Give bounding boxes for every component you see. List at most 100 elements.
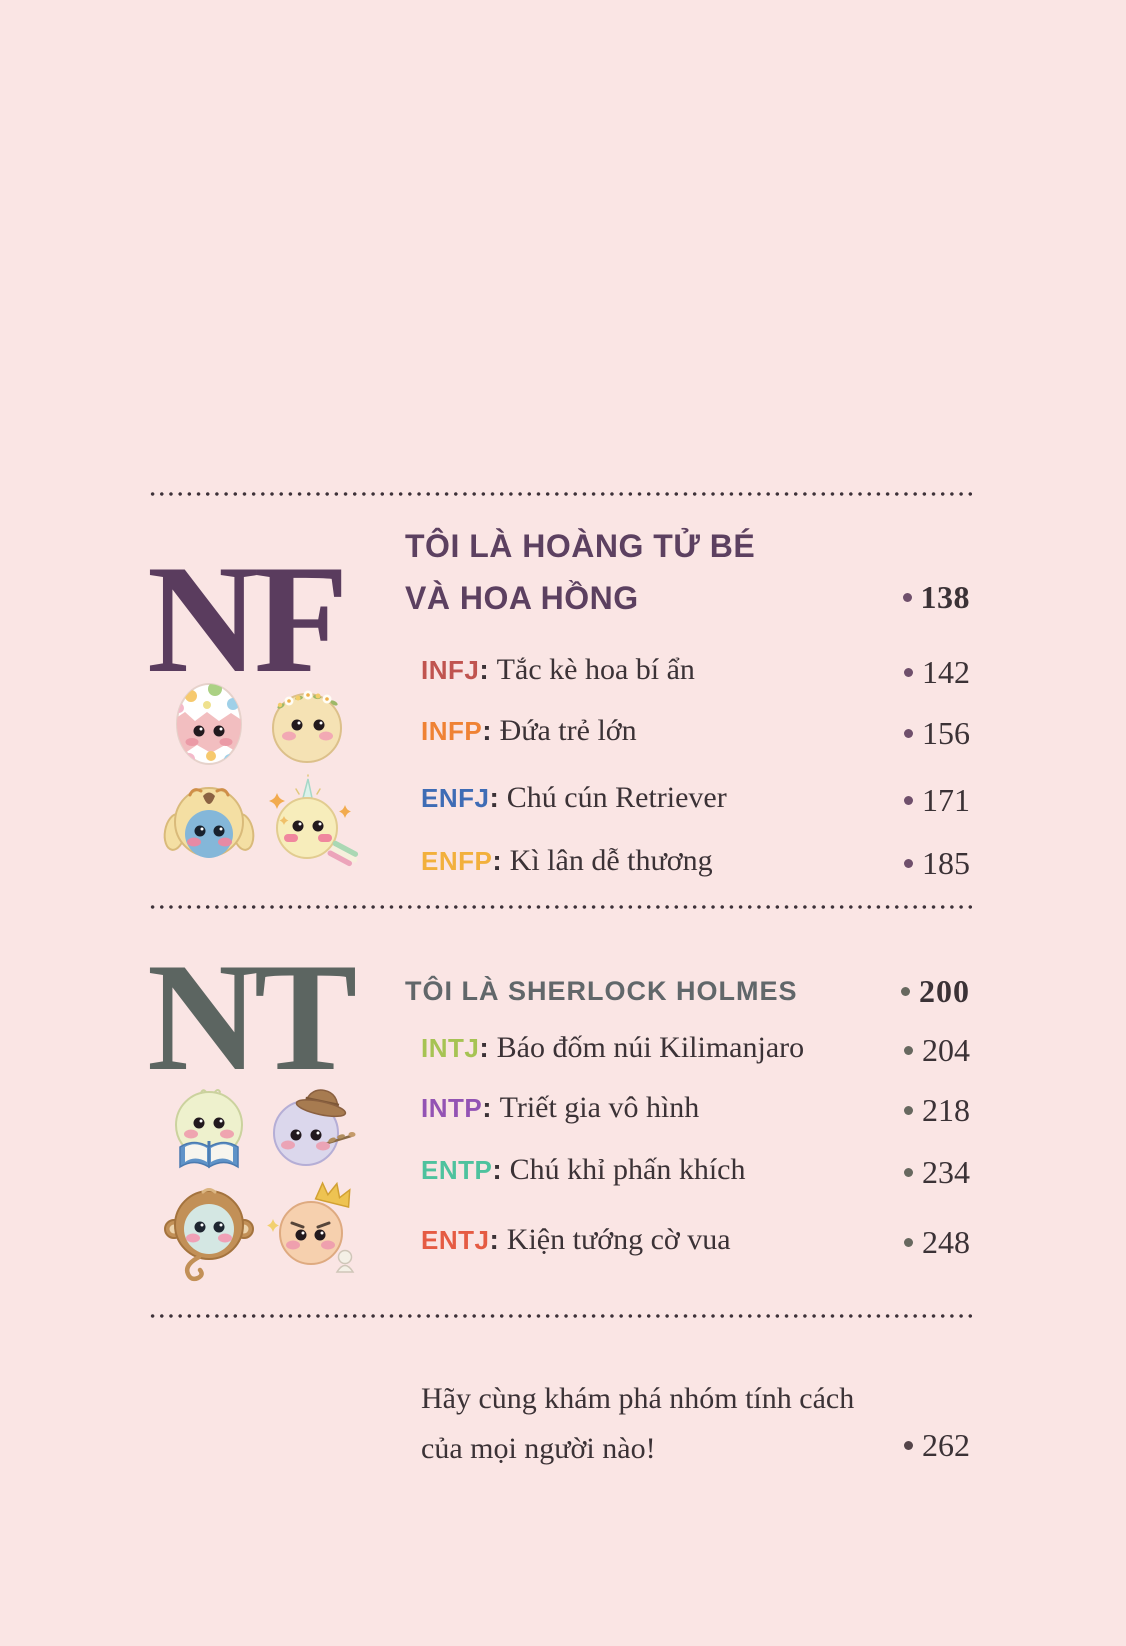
colon: :	[482, 714, 492, 746]
row-text: INFP: Đứa trẻ lớn	[421, 709, 637, 758]
page-number: 218	[922, 1091, 970, 1128]
colon: :	[489, 1223, 499, 1255]
item-title: Đứa trẻ lớn	[499, 713, 637, 747]
row-text: ENTP: Chú khỉ phấn khích	[421, 1148, 745, 1197]
colon: :	[479, 1031, 489, 1063]
toc-row-enfp[interactable]: ENFP: Kì lân dễ thương 185	[421, 841, 970, 885]
dotted-divider	[148, 491, 976, 497]
toc-row-intp[interactable]: INTP: Triết gia vô hình 218	[421, 1088, 970, 1132]
toc-row-entj[interactable]: ENTJ: Kiện tướng cờ vua 248	[421, 1220, 970, 1264]
nf-character-grid	[163, 676, 359, 867]
colon: :	[479, 653, 489, 685]
row-text: ENTJ: Kiện tướng cờ vua	[421, 1218, 731, 1267]
colon: :	[489, 781, 499, 813]
mbti-code: ENTJ	[421, 1224, 490, 1255]
pageref: 204	[904, 1032, 970, 1069]
entj-chess-king-icon	[261, 1177, 355, 1273]
item-title: Kì lân dễ thương	[509, 843, 713, 877]
row-text: INTJ: Báo đốm núi Kilimanjaro	[421, 1026, 804, 1075]
page-number: 234	[922, 1153, 970, 1190]
bullet-dot	[901, 986, 910, 996]
bullet-dot	[904, 1045, 913, 1055]
daisy	[322, 694, 332, 704]
page-number: 142	[922, 653, 970, 690]
bullet-dot	[904, 1167, 913, 1177]
toc-row-entp[interactable]: ENTP: Chú khỉ phấn khích 234	[421, 1150, 970, 1194]
item-title: Chú khỉ phấn khích	[509, 1152, 746, 1186]
page-number: 248	[922, 1223, 970, 1260]
mbti-code: ENFJ	[421, 782, 490, 813]
nt-character-grid	[163, 1079, 356, 1282]
pageref: 171	[904, 782, 970, 819]
toc-row-intj[interactable]: INTJ: Báo đốm núi Kilimanjaro 204	[421, 1028, 970, 1072]
pageref: 142	[904, 654, 970, 691]
row-text: ENFP: Kì lân dễ thương	[421, 839, 713, 888]
dotted-divider	[148, 904, 976, 910]
row-text: INTP: Triết gia vô hình	[421, 1086, 699, 1135]
group-letters-nf: NF	[147, 533, 349, 705]
nf-heading-line1: TÔI LÀ HOÀNG TỬ BÉ	[405, 528, 756, 564]
group-letters-nt: NT	[147, 931, 357, 1103]
nt-heading-pageref: 200	[901, 973, 970, 1010]
page-number: 171	[922, 781, 970, 818]
bullet-dot	[904, 667, 913, 677]
bullet-dot	[902, 593, 912, 602]
bullet-dot	[904, 1441, 913, 1450]
page-number: 200	[919, 972, 970, 1009]
bullet-dot	[904, 728, 913, 738]
item-title: Chú cún Retriever	[506, 780, 727, 814]
row-text: INFJ: Tắc kè hoa bí ẩn	[421, 648, 695, 697]
daisy	[284, 696, 294, 706]
page-number: 185	[922, 844, 970, 881]
page-number: 204	[922, 1031, 970, 1068]
pageref: 248	[904, 1224, 970, 1261]
chess-pawn	[335, 1249, 355, 1273]
colon: :	[492, 1153, 502, 1185]
bullet-dot	[904, 1237, 913, 1247]
daisy	[303, 690, 313, 700]
pageref: 156	[904, 715, 970, 752]
nf-heading-pageref: 138	[902, 579, 971, 616]
mbti-code: ENTP	[421, 1154, 493, 1185]
enfj-retriever-icon	[163, 774, 255, 866]
mbti-code: INFP	[421, 715, 483, 746]
item-title: Tắc kè hoa bí ẩn	[496, 652, 695, 686]
item-title: Báo đốm núi Kilimanjaro	[496, 1030, 805, 1064]
dotted-divider	[148, 1313, 976, 1319]
mbti-code: INTP	[421, 1092, 483, 1123]
toc-row-infp[interactable]: INFP: Đứa trẻ lớn 156	[421, 711, 970, 755]
mbti-code: INFJ	[421, 654, 480, 685]
page-number: 262	[922, 1427, 970, 1463]
nt-section-heading[interactable]: TÔI LÀ SHERLOCK HOLMES 200	[405, 971, 970, 1011]
bullet-dot	[904, 858, 913, 868]
nt-heading-line1: TÔI LÀ SHERLOCK HOLMES	[405, 976, 798, 1006]
mbti-code: ENFP	[421, 845, 493, 876]
entp-monkey-icon	[163, 1177, 255, 1282]
pageref: 185	[904, 845, 970, 882]
item-title: Triết gia vô hình	[499, 1090, 700, 1124]
intj-reading-icon	[163, 1079, 255, 1171]
colon: :	[482, 1091, 492, 1123]
pageref: 234	[904, 1154, 970, 1191]
intp-philosopher-icon	[261, 1079, 356, 1171]
row-text: ENFJ: Chú cún Retriever	[421, 776, 727, 825]
toc-row-enfj[interactable]: ENFJ: Chú cún Retriever 171	[421, 778, 970, 822]
footer-line2: của mọi người nào!	[421, 1432, 656, 1465]
footer-pageref: 262	[904, 1427, 970, 1464]
footer-line1: Hãy cùng khám phá nhóm tính cách	[421, 1382, 855, 1415]
bullet-dot	[904, 1105, 913, 1115]
bullet-dot	[904, 795, 913, 805]
page-number: 138	[920, 579, 970, 615]
pageref: 218	[904, 1092, 970, 1129]
footer-note[interactable]: Hãy cùng khám phá nhóm tính cách của mọi…	[421, 1374, 970, 1476]
item-title: Kiện tướng cờ vua	[506, 1222, 731, 1256]
infj-egg-icon	[163, 676, 255, 768]
mbti-code: INTJ	[421, 1032, 480, 1063]
nf-section-heading[interactable]: TÔI LÀ HOÀNG TỬ BÉ VÀ HOA HỒNG 138	[405, 520, 970, 624]
page-number: 156	[922, 714, 970, 751]
colon: :	[492, 844, 502, 876]
nf-heading-line2: VÀ HOA HỒNG	[405, 580, 639, 616]
infp-flower-crown-icon	[261, 676, 353, 768]
toc-row-infj[interactable]: INFJ: Tắc kè hoa bí ẩn 142	[421, 650, 970, 694]
